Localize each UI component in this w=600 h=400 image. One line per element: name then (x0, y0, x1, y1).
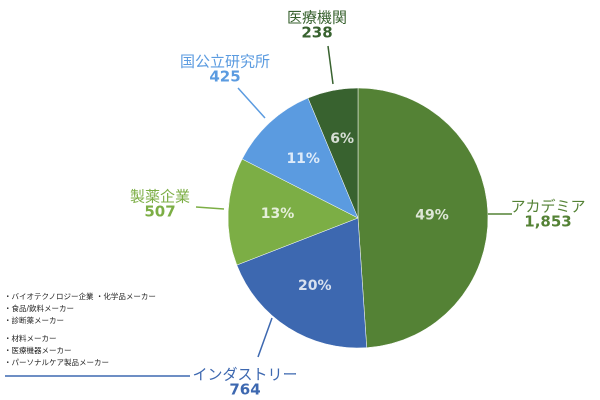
value-label: 238 (301, 24, 332, 42)
value-label: 764 (229, 381, 260, 399)
leader-line (257, 317, 273, 358)
value-label: 1,853 (524, 213, 571, 231)
percent-label: 49% (415, 208, 449, 224)
pie-slice (307, 87, 359, 219)
value-label: 507 (144, 203, 175, 221)
percent-label: 6% (330, 131, 354, 147)
percent-label: 13% (261, 206, 295, 222)
annotation-line: ・バイオテクノロジー企業 ・化学品メーカー (4, 291, 156, 301)
leader-line (237, 87, 266, 119)
pie-slice (227, 158, 359, 266)
slice-label: アカデミア (510, 198, 585, 216)
pie-slice (357, 87, 489, 348)
annotation-line: ・材料メーカー (4, 333, 57, 343)
annotation-line: ・パーソナルケア製品メーカー (4, 357, 109, 367)
slice-label: インダストリー (192, 366, 297, 384)
value-label: 425 (209, 68, 240, 86)
annotation-line: ・医療機器メーカー (4, 345, 72, 355)
pie-slice (236, 217, 367, 349)
slice-label: 製薬企業 (130, 188, 190, 206)
percent-label: 20% (298, 278, 332, 294)
annotation-line: ・診断薬メーカー (4, 315, 64, 325)
percent-label: 11% (286, 151, 320, 167)
leader-line (327, 45, 334, 85)
pie-slice (241, 97, 359, 219)
annotation-line: ・食品/飲料メーカー (4, 303, 74, 313)
leader-line (195, 206, 225, 210)
slice-label: 医療機関 (287, 9, 347, 27)
slice-label: 国公立研究所 (180, 53, 270, 71)
